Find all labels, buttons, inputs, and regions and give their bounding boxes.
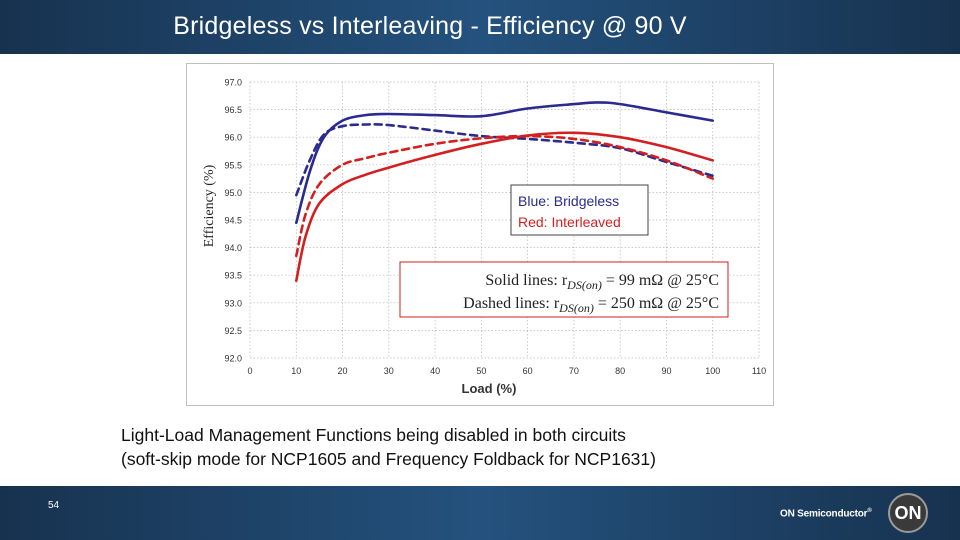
x-tick-label: 100 (705, 366, 720, 376)
y-axis-label: Efficiency (%) (202, 164, 217, 247)
series-line-3 (295, 134, 714, 258)
chart-ticks: 92.0 92.5 93.0 93.5 94.0 94.5 95.0 95.5 96.0 96.5… (224, 78, 766, 377)
x-tick-label: 80 (615, 366, 625, 376)
caption-line-2: (soft-skip mode for NCP1605 and Frequenc… (121, 449, 656, 469)
x-tick-label: 20 (338, 366, 348, 376)
y-tick-label: 94.5 (224, 216, 242, 226)
legend-box: Blue: Bridgeless Red: Interleaved (510, 184, 649, 236)
header-bar: Bridgeless vs Interleaving - Efficiency … (0, 0, 960, 54)
y-tick-label: 96.5 (224, 105, 242, 115)
y-tick-label: 95.5 (224, 160, 242, 170)
series-line-0 (295, 101, 714, 225)
x-axis-label: Load (%) (462, 381, 517, 396)
brand-name: ON Semiconductor® (780, 508, 872, 520)
x-tick-label: 30 (384, 366, 394, 376)
y-tick-label: 94.0 (224, 243, 242, 253)
y-tick-label: 93.0 (224, 298, 242, 308)
rdson-annotation: Solid lines: rDS(on) = 99 mΩ @ 25°C Dash… (399, 261, 729, 318)
caption-line-1: Light-Load Management Functions being di… (121, 425, 626, 445)
footer-bar: 54 ON Semiconductor® ON (0, 486, 960, 540)
y-tick-label: 92.0 (224, 354, 242, 364)
efficiency-chart: 92.0 92.5 93.0 93.5 94.0 94.5 95.0 95.5 96.0 96.5… (186, 63, 774, 406)
page-title: Bridgeless vs Interleaving - Efficiency … (173, 12, 687, 40)
x-tick-label: 110 (752, 366, 766, 376)
on-logo-icon: ON (888, 493, 928, 533)
series-line-2 (295, 131, 714, 282)
x-tick-label: 60 (523, 366, 533, 376)
y-tick-label: 95.0 (224, 188, 242, 198)
x-tick-label: 0 (247, 366, 252, 376)
x-tick-label: 70 (569, 366, 579, 376)
legend-bridgeless: Blue: Bridgeless (518, 193, 619, 209)
x-tick-label: 90 (661, 366, 671, 376)
y-tick-label: 92.5 (224, 326, 242, 336)
x-tick-label: 50 (476, 366, 486, 376)
chart-svg: 92.0 92.5 93.0 93.5 94.0 94.5 95.0 95.5 96.0 96.5… (186, 63, 774, 406)
caption: Light-Load Management Functions being di… (121, 423, 656, 471)
dashed-lines-annotation: Dashed lines: rDS(on) = 250 mΩ @ 25°C (463, 295, 719, 315)
x-tick-label: 40 (430, 366, 440, 376)
y-tick-label: 96.0 (224, 133, 242, 143)
legend-interleaved: Red: Interleaved (518, 214, 621, 230)
y-tick-label: 97.0 (224, 78, 242, 88)
solid-lines-annotation: Solid lines: rDS(on) = 99 mΩ @ 25°C (485, 272, 719, 292)
x-tick-label: 10 (291, 366, 301, 376)
page-number: 54 (48, 500, 60, 511)
chart-frame (186, 63, 774, 406)
chart-series (295, 101, 714, 282)
y-tick-label: 93.5 (224, 271, 242, 281)
